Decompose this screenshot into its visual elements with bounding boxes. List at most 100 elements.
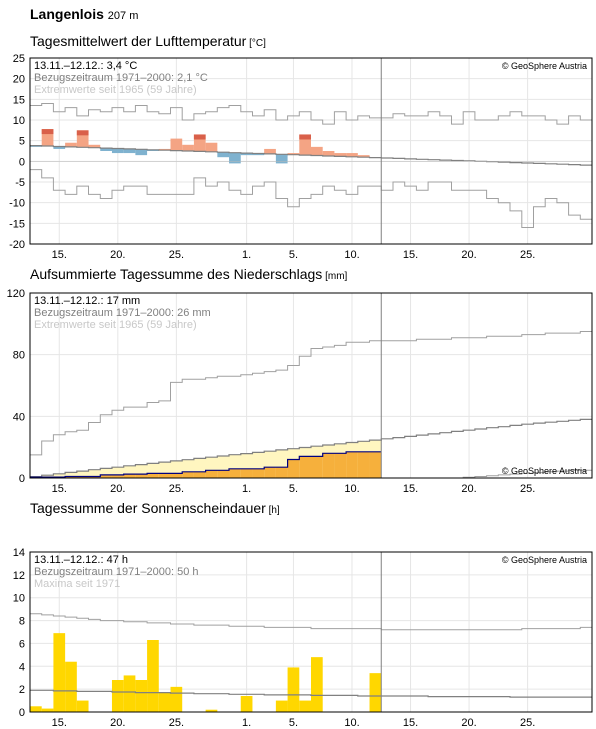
info-extremes: Extremwerte seit 1965 (59 Jahre) [34,84,197,96]
temperature-bar [322,151,335,156]
x-tick-label: 25. [520,483,535,495]
y-tick-label: 12 [13,570,25,582]
x-tick-label: 15. [403,717,418,729]
y-tick-label: -15 [9,218,25,230]
temperature-max-line [30,103,592,125]
x-tick-label: 20. [110,483,125,495]
precipitation-bar [264,467,276,478]
precipitation-bar [158,473,171,478]
sunshine-bar [240,696,253,712]
precipitation-reference-line [30,418,592,478]
temperature-bar [229,152,241,164]
x-tick-label: 20. [461,717,476,729]
copyright-label: © GeoSphere Austria [502,61,587,71]
info-reference: Bezugszeitraum 1971–2000: 26 mm [34,307,211,319]
x-tick-label: 20. [110,717,125,729]
x-tick-label: 25. [169,483,184,495]
x-tick-label: 20. [110,249,125,261]
sunshine-bar [158,692,171,712]
x-tick-label: 25. [169,249,184,261]
temperature-bar [334,153,347,157]
temperature-extreme-mark [299,134,311,140]
precipitation-bar [287,459,300,478]
info-period: 13.11.–12.12.: 3,4 °C [34,60,137,72]
x-tick-label: 20. [461,483,476,495]
copyright-label: © GeoSphere Austria [502,555,587,565]
y-tick-label: 0 [19,707,25,719]
copyright-label: © GeoSphere Austria [502,466,587,476]
y-tick-label: 120 [7,288,25,300]
info-period: 13.11.–12.12.: 17 mm [34,295,140,307]
x-tick-label: 15. [403,249,418,261]
sunshine-reference-line [30,689,592,698]
panel-title: Tagesmittelwert der Lufttemperatur [°C] [30,33,266,49]
precipitation-bar [205,470,218,478]
temperature-bar [287,153,300,155]
sunshine-bar [41,708,54,712]
y-tick-label: 20 [13,74,25,86]
y-tick-label: 25 [13,53,25,65]
y-tick-label: -10 [9,198,25,210]
sunshine-bar [205,709,218,712]
temperature-bar [123,148,136,154]
x-tick-label: 10. [344,249,359,261]
temperature-reference-line [30,145,592,166]
precipitation-bar [229,468,241,478]
precipitation-bar [111,474,124,478]
x-tick-label: 15. [52,717,67,729]
x-tick-label: 25. [169,717,184,729]
sunshine-bar [123,675,136,712]
plot-frame [29,57,593,245]
temperature-bar [264,148,276,154]
plot-frame [29,551,593,713]
temperature-bar [193,134,206,152]
sunshine-bar [147,640,159,712]
temperature-bar [217,152,230,158]
info-reference: Bezugszeitraum 1971–2000: 50 h [34,566,199,578]
temperature-bar [100,148,112,151]
temperature-extreme-mark [41,129,54,135]
precipitation-bar [135,474,148,478]
info-reference: Bezugszeitraum 1971–2000: 2,1 °C [34,72,208,84]
temperature-bar [53,146,66,149]
y-tick-label: 0 [19,473,25,485]
y-tick-label: 14 [13,547,25,559]
x-tick-label: 20. [461,249,476,261]
x-tick-label: 15. [52,249,67,261]
precipitation-bar [76,476,89,478]
precipitation-bar [311,456,323,478]
panel-title: Tagessumme der Sonnenscheindauer [h] [30,500,280,516]
x-tick-label: 25. [520,249,535,261]
temperature-bar [299,134,311,156]
temperature-min-line [30,169,592,228]
temperature-bar [346,153,358,157]
info-period: 13.11.–12.12.: 47 h [34,554,128,566]
x-tick-label: 1. [242,717,251,729]
sunshine-bar [299,700,311,712]
temperature-bar [170,138,183,151]
y-tick-label: 8 [19,616,25,628]
sunshine-bar [135,680,148,712]
precipitation-bar [217,470,230,478]
temperature-bar [182,144,194,151]
x-tick-label: 5. [289,483,298,495]
x-tick-label: 1. [242,483,251,495]
precipitation-bar [334,453,347,478]
y-tick-label: 6 [19,638,25,650]
precipitation-bar [275,467,288,478]
sunshine-bar [275,700,288,712]
precipitation-observed-line [30,451,382,478]
info-extremes: Extremwerte seit 1965 (59 Jahre) [34,319,197,331]
sunshine-bar [76,700,89,712]
sunshine-bar [30,706,42,712]
sunshine-bar [111,680,124,712]
temperature-bar [30,145,42,147]
station-elevation: 207 m [107,10,139,22]
temperature-bar [135,149,148,156]
sunshine-bar [311,657,323,712]
precipitation-bar [65,476,77,478]
precipitation-bar [100,474,112,478]
info-extremes: Maxima seit 1971 [34,578,120,590]
y-tick-label: 10 [13,115,25,127]
